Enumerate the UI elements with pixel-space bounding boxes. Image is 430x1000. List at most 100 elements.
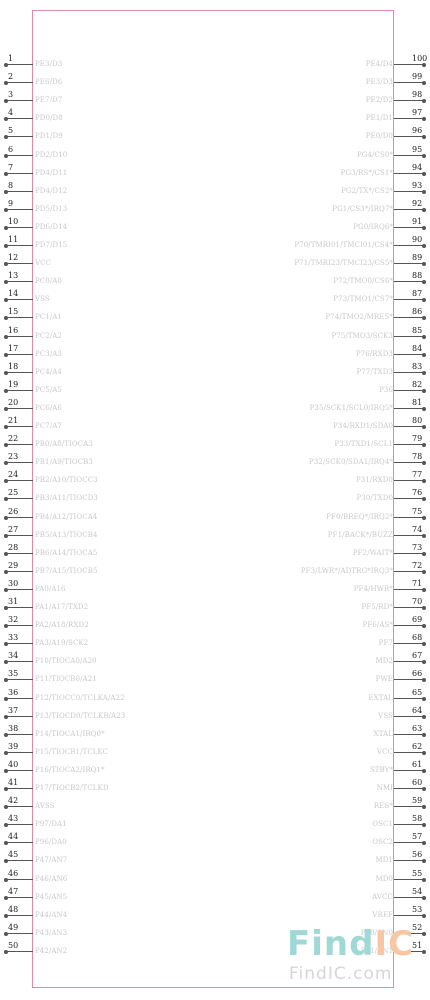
- pin-name: P73/TMO1/CS7*: [333, 295, 393, 303]
- pin-number: 44: [8, 832, 19, 841]
- pin-name: P71/TMRI23/TMCI23/CS5*: [294, 259, 393, 267]
- pin-number: 41: [8, 778, 19, 787]
- pin-endpoint: [422, 750, 426, 755]
- pin-lead: [394, 480, 424, 481]
- pin-name: PD2/D10: [35, 151, 68, 159]
- pin-lead: [394, 372, 424, 373]
- pin-name: PF0/BREQ*/IRQ2*: [326, 513, 393, 521]
- pin-name: PE3/D3: [35, 60, 63, 68]
- pin-lead: [6, 173, 33, 174]
- pin-endpoint: [4, 98, 8, 103]
- pin-name: PE7/D7: [35, 96, 63, 104]
- pin-number: 43: [8, 814, 19, 823]
- pin-lead: [394, 806, 424, 807]
- pin-name: PD1/D9: [35, 132, 63, 140]
- pin-lead: [6, 535, 33, 536]
- pin-name: AVSS: [35, 802, 55, 810]
- pin-name: MD0: [375, 875, 393, 883]
- pin-lead: [6, 879, 33, 880]
- pin-endpoint: [4, 732, 8, 737]
- pin-name: PE2/D2: [365, 96, 393, 104]
- pin-endpoint: [4, 677, 8, 682]
- pin-number: 70: [412, 597, 423, 606]
- pin-lead: [6, 951, 33, 952]
- pin-endpoint: [422, 478, 426, 483]
- pin-name: PE6/D6: [35, 78, 63, 86]
- pin-name: PC2/A2: [35, 332, 62, 340]
- pin-endpoint: [422, 279, 426, 284]
- pin-lead: [6, 408, 33, 409]
- pin-name: PG4/CS0*: [356, 151, 393, 159]
- pin-endpoint: [4, 297, 8, 302]
- pin-endpoint: [4, 62, 8, 67]
- pin-endpoint: [422, 225, 426, 230]
- pin-endpoint: [4, 388, 8, 393]
- pin-name: PC4/A4: [35, 368, 62, 376]
- pin-name: P47/AN7: [35, 856, 68, 864]
- pin-endpoint: [4, 334, 8, 339]
- pin-lead: [394, 173, 424, 174]
- pin-lead: [394, 354, 424, 355]
- pin-lead: [6, 209, 33, 210]
- pin-name: PA3/A19/SCK2: [35, 639, 89, 647]
- pin-number: 64: [412, 706, 423, 715]
- pin-number: 12: [8, 253, 19, 262]
- pin-number: 33: [8, 633, 19, 642]
- pin-name: PWE: [375, 675, 393, 683]
- pin-name: P45/AN5: [35, 893, 68, 901]
- pin-endpoint: [422, 587, 426, 592]
- pin-endpoint: [4, 370, 8, 375]
- pin-lead: [6, 426, 33, 427]
- pin-endpoint: [4, 551, 8, 556]
- pin-name: PF3/LWR*/ADTRG*IRQ3*: [300, 567, 393, 575]
- pin-number: 97: [412, 108, 423, 117]
- pin-number: 3: [8, 90, 14, 99]
- pin-number: 32: [8, 615, 19, 624]
- pin-endpoint: [4, 225, 8, 230]
- pin-name: PD0/D8: [35, 114, 63, 122]
- pin-lead: [6, 100, 33, 101]
- pin-lead: [6, 82, 33, 83]
- pin-name: P74/TMO2/MRES*: [325, 313, 393, 321]
- pin-number: 37: [8, 706, 19, 715]
- pin-endpoint: [4, 261, 8, 266]
- pin-number: 92: [412, 199, 423, 208]
- pin-name: PE1/D1: [365, 114, 393, 122]
- pin-endpoint: [422, 931, 426, 936]
- pin-name: PA1/A17/TXD2: [35, 603, 89, 611]
- pin-endpoint: [422, 858, 426, 863]
- pin-name: P42/AN2: [35, 947, 68, 955]
- pin-number: 39: [8, 742, 19, 751]
- pin-endpoint: [422, 80, 426, 85]
- pin-endpoint: [4, 515, 8, 520]
- pin-endpoint: [422, 840, 426, 845]
- pin-endpoint: [422, 496, 426, 501]
- pin-endpoint: [4, 243, 8, 248]
- pin-lead: [394, 661, 424, 662]
- pin-name: XTAL: [373, 730, 393, 738]
- pin-number: 79: [412, 434, 423, 443]
- pin-name: PB4/A12/TIOCA4: [35, 513, 98, 521]
- pin-lead: [394, 571, 424, 572]
- pin-lead: [394, 589, 424, 590]
- pin-endpoint: [422, 370, 426, 375]
- pin-lead: [394, 951, 424, 952]
- pin-number: 4: [8, 108, 14, 117]
- pin-endpoint: [422, 388, 426, 393]
- pin-lead: [6, 698, 33, 699]
- pin-lead: [394, 915, 424, 916]
- pin-lead: [394, 299, 424, 300]
- pin-endpoint: [422, 134, 426, 139]
- pin-endpoint: [422, 895, 426, 900]
- pin-lead: [394, 336, 424, 337]
- pin-number: 19: [8, 380, 19, 389]
- pin-number: 52: [412, 923, 423, 932]
- pin-endpoint: [4, 442, 8, 447]
- pin-endpoint: [4, 641, 8, 646]
- pin-number: 16: [8, 326, 19, 335]
- pin-lead: [394, 390, 424, 391]
- pin-lead: [6, 245, 33, 246]
- pin-lead: [6, 716, 33, 717]
- pin-name: P16/TIOCA2/IRQ1*: [35, 766, 105, 774]
- pin-lead: [6, 933, 33, 934]
